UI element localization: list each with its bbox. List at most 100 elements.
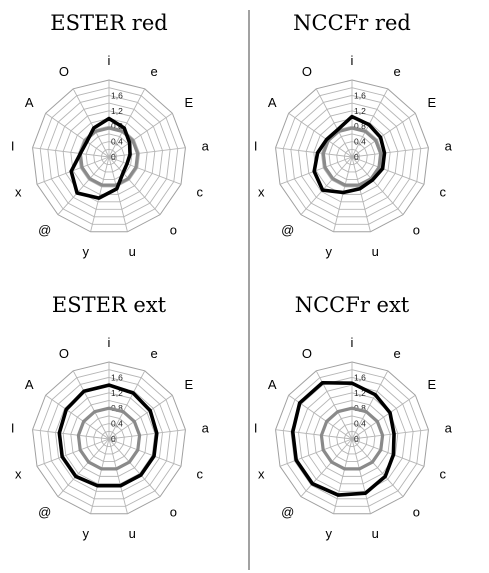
grid-spoke bbox=[351, 88, 389, 158]
radial-tick-label: 0,8 bbox=[354, 121, 366, 131]
axis-label: A bbox=[25, 95, 34, 110]
radial-tick-label: 1,6 bbox=[111, 90, 123, 100]
grid-spoke bbox=[351, 438, 371, 514]
grid-spoke bbox=[108, 370, 146, 440]
radial-tick-label: 0 bbox=[354, 152, 359, 162]
axis-label: O bbox=[302, 64, 312, 79]
grid-ring bbox=[47, 376, 171, 500]
axis-label: c bbox=[196, 184, 203, 199]
axis-label: @ bbox=[38, 505, 51, 520]
grid-spoke bbox=[72, 88, 110, 158]
radial-tick-label: 1,2 bbox=[354, 388, 366, 398]
axis-label: a bbox=[202, 420, 210, 435]
axis-label: x bbox=[15, 184, 22, 199]
grid-ring bbox=[85, 415, 133, 462]
axis-label: E bbox=[184, 95, 193, 110]
axis-label: e bbox=[150, 64, 157, 79]
grid-ring bbox=[93, 423, 125, 455]
axis-label: a bbox=[202, 138, 210, 153]
grid-ring bbox=[47, 94, 171, 218]
grid-spoke bbox=[315, 88, 353, 158]
axis-label: x bbox=[15, 466, 22, 481]
axis-label: u bbox=[372, 526, 379, 541]
grid-ring bbox=[275, 79, 429, 233]
grid-ring bbox=[32, 361, 186, 515]
grid-ring bbox=[336, 141, 368, 173]
axis-label: A bbox=[25, 377, 34, 392]
radial-tick-label: 1,6 bbox=[111, 372, 123, 382]
axis-label: O bbox=[302, 346, 312, 361]
radial-tick-label: 1,6 bbox=[354, 90, 366, 100]
grid-spoke bbox=[90, 156, 110, 232]
grid-spoke bbox=[351, 156, 371, 232]
axis-label: e bbox=[393, 64, 400, 79]
axis-label: e bbox=[393, 346, 400, 361]
radial-tick-label: 1,6 bbox=[354, 372, 366, 382]
grid-ring bbox=[282, 87, 422, 225]
grid-ring bbox=[39, 87, 179, 225]
axis-label: @ bbox=[38, 223, 51, 238]
panel-title: ESTER red bbox=[50, 11, 167, 35]
grid-spoke bbox=[351, 112, 416, 158]
series-line-2 bbox=[69, 116, 132, 200]
grid-spoke bbox=[333, 156, 353, 232]
grid-spoke bbox=[45, 112, 110, 158]
grid-ring bbox=[62, 392, 156, 485]
axis-label: y bbox=[326, 244, 333, 259]
axis-label: i bbox=[108, 335, 111, 350]
axis-label: x bbox=[258, 184, 265, 199]
radial-tick-label: 0 bbox=[354, 434, 359, 444]
axis-label: o bbox=[413, 505, 420, 520]
axis-label: I bbox=[254, 420, 258, 435]
grid-spoke bbox=[300, 438, 353, 497]
radial-tick-label: 0,4 bbox=[111, 419, 123, 429]
grid-spoke bbox=[351, 370, 389, 440]
grid-ring bbox=[282, 369, 422, 507]
grid-ring bbox=[343, 430, 361, 447]
radial-tick-label: 0,4 bbox=[354, 137, 366, 147]
radial-tick-label: 0,8 bbox=[111, 403, 123, 413]
grid-spoke bbox=[57, 438, 110, 497]
radial-tick-label: 0,8 bbox=[111, 121, 123, 131]
grid-ring bbox=[343, 148, 361, 165]
radial-tick-label: 0 bbox=[111, 434, 116, 444]
grid-ring bbox=[77, 125, 141, 188]
panel-title: NCCFr red bbox=[293, 11, 411, 35]
grid-ring bbox=[298, 102, 406, 210]
radar-panel-1: ESTER red 0 0,4 0,8 1,2 1,6 i e Ea c o u y @ x I A O bbox=[11, 11, 210, 259]
axis-label: y bbox=[83, 244, 90, 259]
series-line-2 bbox=[290, 380, 396, 497]
grid-spoke bbox=[45, 394, 110, 440]
axis-label: c bbox=[196, 466, 203, 481]
axis-label: I bbox=[11, 138, 15, 153]
radial-tick-label: 1,2 bbox=[111, 388, 123, 398]
grid-spoke bbox=[36, 438, 110, 467]
grid-ring bbox=[100, 430, 118, 447]
grid-spoke bbox=[108, 156, 128, 232]
radar-panel-2: NCCFr red 0 0,4 0,8 1,2 1,6 i e Ea c o u y @ x I A O bbox=[254, 11, 453, 259]
grid-ring bbox=[328, 133, 376, 180]
axis-label: I bbox=[254, 138, 258, 153]
axis-label: o bbox=[170, 223, 177, 238]
grid-spoke bbox=[108, 156, 182, 185]
grid-spoke bbox=[351, 394, 416, 440]
grid-ring bbox=[328, 415, 376, 462]
radial-tick-label: 0,8 bbox=[354, 403, 366, 413]
axis-label: y bbox=[326, 526, 333, 541]
grid-spoke bbox=[300, 156, 353, 215]
grid-ring bbox=[275, 361, 429, 515]
grid-spoke bbox=[108, 147, 186, 158]
grid-spoke bbox=[108, 112, 173, 158]
series-line-2 bbox=[57, 383, 159, 488]
axis-label: I bbox=[11, 420, 15, 435]
grid-spoke bbox=[57, 156, 110, 215]
grid-spoke bbox=[32, 429, 110, 440]
grid-spoke bbox=[108, 429, 186, 440]
radar-panel-4: NCCFr ext 0 0,4 0,8 1,2 1,6 i e Ea c o u y @ x I A O bbox=[254, 293, 453, 541]
radial-tick-label: 1,2 bbox=[111, 106, 123, 116]
radial-tick-label: 0 bbox=[111, 152, 116, 162]
axis-label: E bbox=[427, 95, 436, 110]
panel-title: NCCFr ext bbox=[295, 293, 410, 317]
radial-tick-label: 0,4 bbox=[354, 419, 366, 429]
